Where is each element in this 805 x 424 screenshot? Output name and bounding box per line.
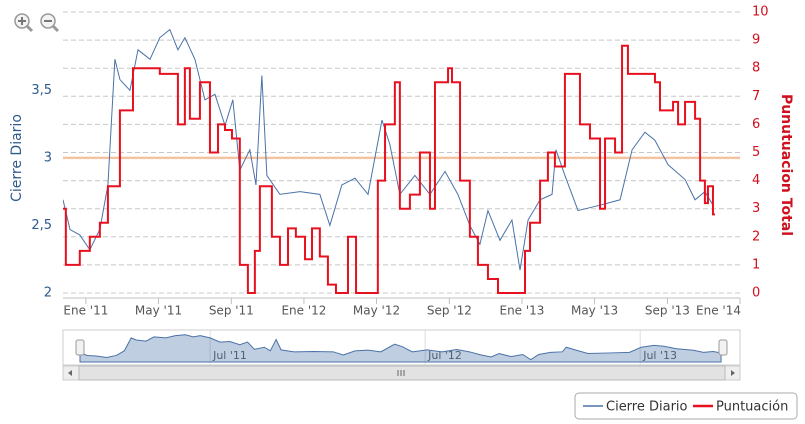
x-tick-label: Sep '13 — [645, 304, 690, 318]
y2-tick-label: 2 — [752, 229, 760, 244]
x-tick-label: Ene '12 — [281, 304, 326, 318]
x-tick-label: May '11 — [135, 304, 182, 318]
y2-tick-label: 1 — [752, 257, 760, 272]
navigator-handle[interactable] — [75, 339, 85, 356]
legend-label: Puntuación — [716, 400, 788, 415]
y2-tick-label: 5 — [752, 145, 760, 160]
series-line — [63, 28, 714, 271]
y2-tick-label: 10 — [752, 5, 769, 20]
x-tick-label: Sep '12 — [427, 304, 472, 318]
y2-tick-label: 3 — [752, 201, 760, 216]
y2-tick-label: 0 — [752, 286, 760, 301]
navigator-frame — [62, 329, 741, 366]
x-tick-label: Sep '11 — [209, 304, 254, 318]
y-tick-label: 3 — [44, 150, 52, 165]
y-axis-title: Cierre Diario — [9, 114, 25, 202]
y2-tick-label: 8 — [752, 61, 760, 76]
scrollbar[interactable] — [62, 365, 741, 381]
zoom-out[interactable] — [40, 13, 60, 33]
y2-tick-label: 9 — [752, 33, 760, 48]
plot-area — [63, 28, 715, 294]
y-tick-label: 3,5 — [31, 83, 52, 98]
x-tick-label: Ene '13 — [499, 304, 544, 318]
x-tick-label: Ene '11 — [63, 304, 108, 318]
navigator-handle[interactable] — [718, 339, 728, 356]
x-tick-label: Ene '14 — [696, 304, 741, 318]
series-line — [63, 44, 715, 294]
zoom-in[interactable] — [14, 13, 34, 33]
navigator-tick-label: Jul '11 — [212, 349, 247, 362]
y2-tick-label: 4 — [752, 173, 760, 188]
y-tick-label: 2,5 — [31, 218, 52, 233]
legend — [574, 392, 798, 420]
y2-axis-title: Punutuacion Total — [778, 94, 794, 236]
navigator-tick-label: Jul '12 — [427, 349, 462, 362]
legend-label: Cierre Diario — [606, 400, 688, 415]
y-tick-label: 2 — [44, 286, 52, 301]
x-tick-label: May '13 — [571, 304, 618, 318]
navigator-tick-label: Jul '13 — [642, 349, 677, 362]
x-tick-label: May '12 — [353, 304, 400, 318]
y2-tick-label: 6 — [752, 117, 760, 132]
navigator-area — [79, 334, 722, 363]
y2-tick-label: 7 — [752, 89, 760, 104]
